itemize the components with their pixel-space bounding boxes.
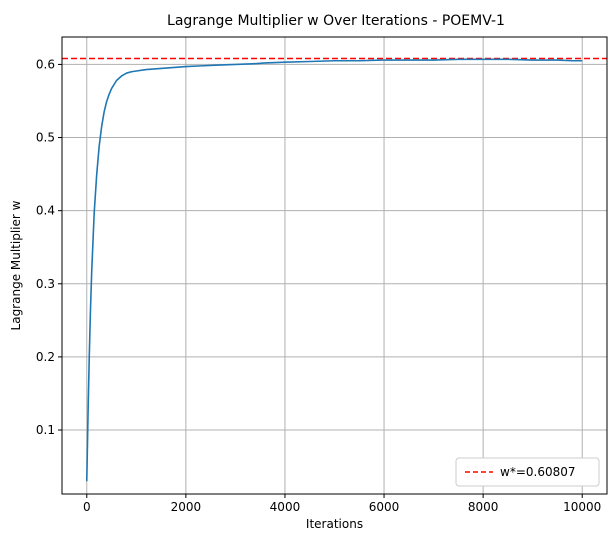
chart-title: Lagrange Multiplier w Over Iterations - …: [167, 13, 505, 29]
y-axis-label: Lagrange Multiplier w: [9, 200, 23, 330]
y-tick-label: 0.6: [36, 57, 55, 71]
x-tick-label: 4000: [270, 500, 301, 514]
y-tick-label: 0.3: [36, 277, 55, 291]
legend-label-reference: w*=0.60807: [500, 465, 576, 479]
x-tick-label: 6000: [369, 500, 400, 514]
y-tick-label: 0.4: [36, 204, 55, 218]
plot-frame: [61, 36, 608, 495]
y-tick-label: 0.2: [36, 350, 55, 364]
y-tick-label: 0.5: [36, 131, 55, 145]
series-layer: [85, 58, 583, 482]
y-tick-label: 0.1: [36, 423, 55, 437]
legend-box: [455, 457, 600, 487]
x-tick-label: 2000: [171, 500, 202, 514]
x-axis: 0 2000 4000 6000 8000 10000: [83, 494, 601, 514]
x-tick-label: 8000: [468, 500, 499, 514]
plot-area: [62, 37, 607, 494]
series-line: [85, 58, 583, 482]
grid: [62, 37, 607, 494]
x-tick-label: 0: [83, 500, 91, 514]
y-axis: 0.1 0.2 0.3 0.4 0.5 0.6: [36, 57, 62, 437]
x-tick-label: 10000: [563, 500, 601, 514]
legend: w*=0.60807: [455, 457, 600, 487]
x-axis-label: Iterations: [306, 517, 363, 531]
